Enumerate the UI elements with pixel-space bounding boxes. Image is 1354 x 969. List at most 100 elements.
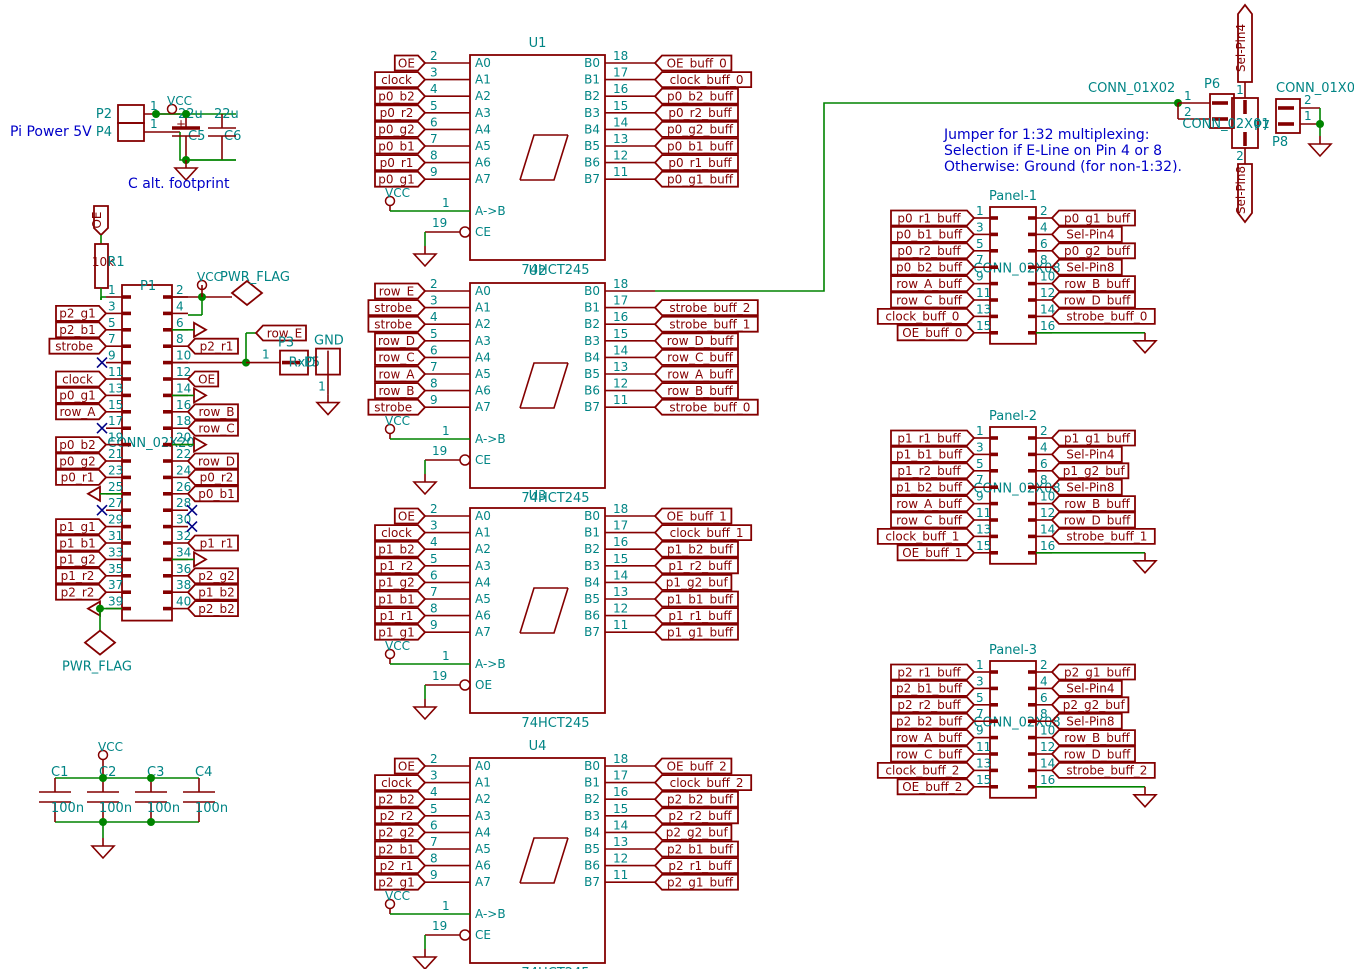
buffer-b-net-U4-12[interactable]: p2_r1_buff bbox=[653, 857, 739, 874]
buffer-b-net-U2-15[interactable]: row_D_buff bbox=[653, 332, 739, 350]
panel-net-left-Panel-2-1[interactable]: p1_r1_buff bbox=[890, 429, 976, 447]
panel-net-right-Panel-2-10[interactable]: row_B_buff bbox=[1050, 495, 1136, 513]
p1-net-right-26[interactable]: p0_b1 bbox=[186, 485, 239, 503]
panel-net-left-Panel-1-13[interactable]: clock_buff_0 bbox=[876, 307, 976, 325]
p1-net-left-21[interactable]: p0_g2 bbox=[55, 452, 108, 470]
buffer-a-net-U3-5[interactable]: p1_r2 bbox=[374, 557, 427, 575]
buffer-a-net-U4-5[interactable]: p2_r2 bbox=[374, 807, 427, 825]
panel-net-left-Panel-2-11[interactable]: row_C_buff bbox=[890, 511, 976, 529]
panel-net-left-Panel-1-1[interactable]: p0_r1_buff bbox=[890, 209, 976, 227]
buffer-b-net-U2-14[interactable]: row_C_buff bbox=[653, 348, 739, 366]
p1-net-right-38[interactable]: p1_b2 bbox=[186, 583, 239, 601]
p1-net-right-18[interactable]: row_C bbox=[186, 419, 239, 437]
panel-body-Panel-2[interactable] bbox=[989, 426, 1037, 565]
buffer-b-net-U3-18[interactable]: OE_buff_1 bbox=[653, 507, 733, 525]
panel-net-left-Panel-3-13[interactable]: clock_buff_2 bbox=[876, 762, 976, 779]
buffer-a-net-U1-2[interactable]: OE bbox=[393, 54, 427, 72]
panel-body-Panel-3[interactable] bbox=[989, 660, 1037, 799]
buffer-body-U4[interactable] bbox=[469, 757, 606, 964]
buffer-b-net-U1-11[interactable]: p0_g1_buff bbox=[653, 170, 739, 188]
buffer-b-net-U4-15[interactable]: p2_r2_buff bbox=[653, 807, 739, 825]
buffer-b-net-U2-17[interactable]: strobe_buff_2 bbox=[653, 299, 759, 317]
panel-net-left-Panel-2-13[interactable]: clock_buff_1 bbox=[876, 528, 976, 545]
buffer-b-net-U1-16[interactable]: p0_b2_buff bbox=[653, 87, 739, 105]
buffer-b-net-U3-16[interactable]: p1_b2_buff bbox=[653, 540, 739, 558]
buffer-a-net-U4-8[interactable]: p2_r1 bbox=[374, 857, 427, 874]
buffer-a-net-U3-2[interactable]: OE bbox=[393, 507, 427, 525]
p1-net-left-7[interactable]: strobe bbox=[48, 337, 108, 355]
p1-net-right-12[interactable]: OE bbox=[186, 370, 220, 388]
net-label-sel-pin4[interactable]: Sel-Pin4 bbox=[1234, 3, 1253, 83]
connector-p8-body[interactable] bbox=[1275, 98, 1301, 134]
buffer-a-net-U3-4[interactable]: p1_b2 bbox=[374, 540, 427, 558]
buffer-a-net-U2-8[interactable]: row_B bbox=[374, 382, 427, 400]
p1-net-left-35[interactable]: p1_r2 bbox=[55, 567, 108, 585]
buffer-b-net-U1-18[interactable]: OE_buff_0 bbox=[653, 54, 733, 72]
buffer-b-net-U1-12[interactable]: p0_r1_buff bbox=[653, 154, 739, 172]
buffer-a-net-U1-8[interactable]: p0_r1 bbox=[374, 154, 427, 172]
panel-net-left-Panel-1-3[interactable]: p0_b1_buff bbox=[890, 225, 976, 243]
panel-net-right-Panel-1-2[interactable]: p0_g1_buff bbox=[1050, 209, 1136, 227]
net-label-sel-pin8[interactable]: Sel-Pin8 bbox=[1234, 163, 1253, 224]
buffer-a-net-U1-3[interactable]: clock bbox=[374, 71, 427, 88]
buffer-a-net-U2-6[interactable]: row_C bbox=[374, 348, 427, 366]
buffer-a-net-U4-2[interactable]: OE bbox=[393, 757, 427, 775]
p1-net-left-15[interactable]: row_A bbox=[55, 403, 108, 421]
p1-net-right-24[interactable]: p0_r2 bbox=[186, 468, 239, 486]
p1-net-right-16[interactable]: row_B bbox=[186, 403, 239, 421]
buffer-body-U3[interactable] bbox=[469, 507, 606, 714]
panel-net-right-Panel-3-12[interactable]: row_D_buff bbox=[1050, 745, 1136, 763]
buffer-b-net-U1-17[interactable]: clock_buff_0 bbox=[653, 71, 753, 88]
buffer-a-net-U1-7[interactable]: p0_b1 bbox=[374, 137, 427, 155]
p1-net-left-33[interactable]: p1_g2 bbox=[55, 551, 108, 568]
p1-net-left-37[interactable]: p2_r2 bbox=[55, 583, 108, 601]
p1-net-right-8[interactable]: p2_r1 bbox=[186, 337, 239, 355]
panel-net-left-Panel-2-9[interactable]: row_A_buff bbox=[890, 495, 976, 513]
panel-net-left-Panel-2-7[interactable]: p1_b2_buff bbox=[890, 478, 976, 496]
buffer-a-net-U4-7[interactable]: p2_b1 bbox=[374, 840, 427, 858]
buffer-body-U1[interactable] bbox=[469, 54, 606, 261]
panel-net-right-Panel-1-10[interactable]: row_B_buff bbox=[1050, 275, 1136, 293]
buffer-b-net-U3-14[interactable]: p1_g2_buf bbox=[653, 574, 733, 591]
panel-net-left-Panel-1-7[interactable]: p0_b2_buff bbox=[890, 258, 976, 276]
panel-net-left-Panel-1-11[interactable]: row_C_buff bbox=[890, 291, 976, 309]
panel-net-left-Panel-3-1[interactable]: p2_r1_buff bbox=[890, 663, 976, 681]
p1-net-right-32[interactable]: p1_r1 bbox=[186, 534, 239, 552]
panel-net-left-Panel-1-5[interactable]: p0_r2_buff bbox=[890, 242, 976, 260]
buffer-b-net-U1-15[interactable]: p0_r2_buff bbox=[653, 104, 739, 122]
buffer-b-net-U4-18[interactable]: OE_buff_2 bbox=[653, 757, 733, 775]
buffer-b-net-U1-14[interactable]: p0_g2_buff bbox=[653, 121, 739, 138]
connector-p2-body[interactable] bbox=[117, 104, 145, 124]
buffer-a-net-U1-6[interactable]: p0_g2 bbox=[374, 121, 427, 138]
buffer-a-net-U4-6[interactable]: p2_g2 bbox=[374, 824, 427, 841]
buffer-b-net-U3-15[interactable]: p1_r2_buff bbox=[653, 557, 739, 575]
buffer-b-net-U1-13[interactable]: p0_b1_buff bbox=[653, 137, 739, 155]
panel-net-right-Panel-1-4[interactable]: Sel-Pin4 bbox=[1050, 225, 1123, 243]
panel-net-right-Panel-1-14[interactable]: strobe_buff_0 bbox=[1050, 307, 1156, 325]
panel-net-left-Panel-3-5[interactable]: p2_r2_buff bbox=[890, 696, 976, 714]
connector-p6-body[interactable] bbox=[1209, 93, 1235, 129]
p1-net-left-11[interactable]: clock bbox=[55, 370, 108, 388]
buffer-a-net-U3-8[interactable]: p1_r1 bbox=[374, 607, 427, 624]
buffer-a-net-U4-4[interactable]: p2_b2 bbox=[374, 790, 427, 808]
panel-body-Panel-1[interactable] bbox=[989, 206, 1037, 345]
buffer-a-net-U1-5[interactable]: p0_r2 bbox=[374, 104, 427, 122]
panel-net-right-Panel-2-4[interactable]: Sel-Pin4 bbox=[1050, 445, 1123, 463]
connector-p1-body[interactable] bbox=[121, 284, 173, 622]
buffer-b-net-U4-17[interactable]: clock_buff_2 bbox=[653, 774, 753, 791]
panel-net-right-Panel-1-12[interactable]: row_D_buff bbox=[1050, 291, 1136, 309]
panel-net-right-Panel-3-8[interactable]: Sel-Pin8 bbox=[1050, 712, 1123, 730]
p1-net-right-36[interactable]: p2_g2 bbox=[186, 567, 239, 585]
buffer-a-net-U3-9[interactable]: p1_g1 bbox=[374, 623, 427, 641]
buffer-b-net-U2-12[interactable]: row_B_buff bbox=[653, 382, 739, 400]
buffer-a-net-U2-7[interactable]: row_A bbox=[374, 365, 427, 383]
buffer-b-net-U4-16[interactable]: p2_b2_buff bbox=[653, 790, 739, 808]
buffer-a-net-U3-3[interactable]: clock bbox=[374, 524, 427, 541]
panel-net-right-Panel-2-8[interactable]: Sel-Pin8 bbox=[1050, 478, 1123, 496]
panel-net-left-Panel-3-11[interactable]: row_C_buff bbox=[890, 745, 976, 763]
buffer-a-net-U4-9[interactable]: p2_g1 bbox=[374, 873, 427, 891]
panel-net-right-Panel-3-14[interactable]: strobe_buff_2 bbox=[1050, 762, 1156, 779]
panel-net-left-Panel-2-3[interactable]: p1_b1_buff bbox=[890, 445, 976, 463]
p1-net-left-29[interactable]: p1_g1 bbox=[55, 518, 108, 535]
panel-net-right-Panel-3-10[interactable]: row_B_buff bbox=[1050, 729, 1136, 746]
